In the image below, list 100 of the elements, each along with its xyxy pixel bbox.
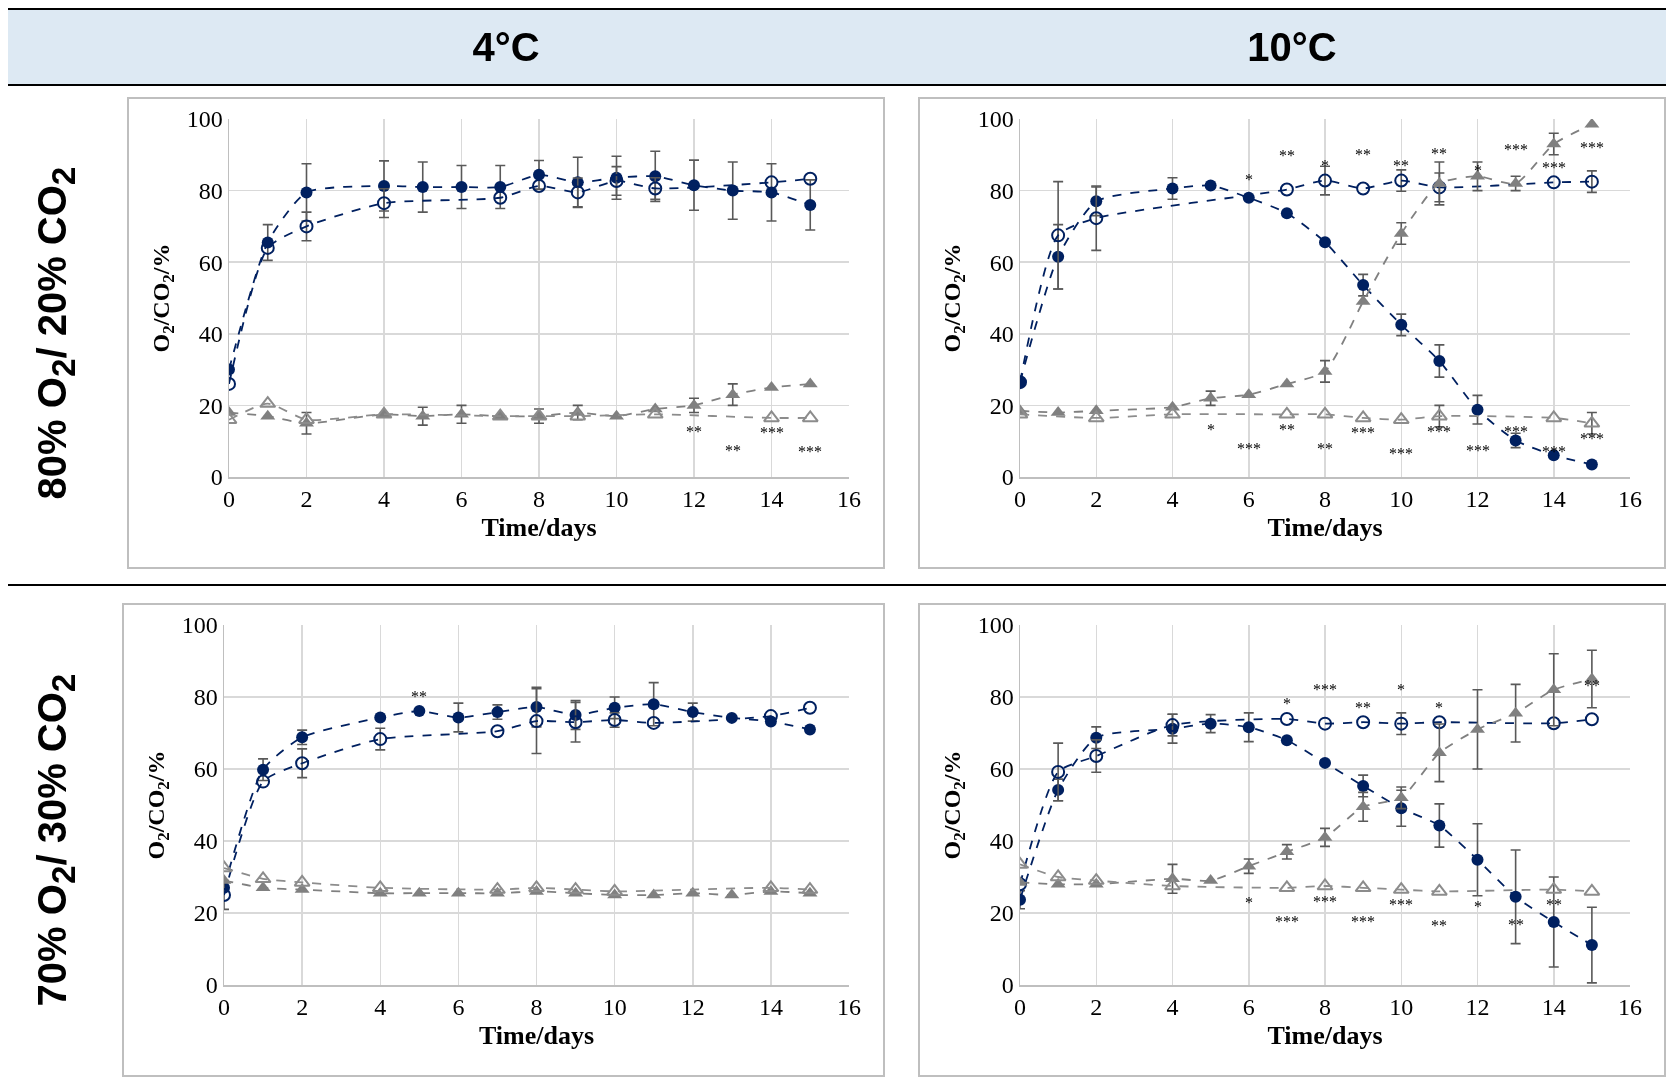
x-tick-label: 12 bbox=[1465, 486, 1490, 513]
x-tick-label: 2 bbox=[296, 994, 309, 1021]
annotation: *** bbox=[1504, 141, 1528, 158]
x-tick-label: 10 bbox=[602, 994, 627, 1021]
chart-title: 10°C bbox=[1246, 24, 1338, 71]
x-tick-label: 4 bbox=[1166, 994, 1179, 1021]
annotation: * bbox=[1397, 681, 1405, 698]
annotation: ** bbox=[1431, 917, 1447, 934]
x-axis-title: Time/days bbox=[1267, 1020, 1383, 1050]
annotation: * bbox=[1474, 898, 1482, 915]
x-axis-title: Time/days bbox=[481, 512, 597, 542]
y-tick-label: 100 bbox=[977, 612, 1014, 639]
y-tick-label: 0 bbox=[210, 464, 223, 491]
annotation: * bbox=[1435, 699, 1443, 716]
y-tick-label: 100 bbox=[181, 612, 218, 639]
x-tick-label: 8 bbox=[1319, 994, 1331, 1021]
annotation: ** bbox=[686, 423, 702, 440]
annotation: * bbox=[1321, 157, 1329, 174]
y-tick-label: 20 bbox=[193, 900, 218, 927]
annotation: ** bbox=[725, 442, 741, 459]
y-tick-label: 60 bbox=[198, 249, 223, 276]
annotation: * bbox=[1207, 421, 1215, 438]
x-tick-label: 14 bbox=[759, 486, 784, 513]
y-tick-label: 80 bbox=[989, 178, 1014, 204]
y-tick-label: 0 bbox=[1001, 464, 1014, 491]
x-tick-label: 4 bbox=[378, 486, 390, 513]
annotation: * bbox=[1474, 162, 1482, 179]
annotation: *** bbox=[1313, 681, 1337, 698]
x-tick-label: 10 bbox=[604, 486, 629, 513]
x-tick-label: 10 bbox=[1389, 994, 1414, 1021]
x-tick-label: 16 bbox=[837, 994, 861, 1021]
y-tick-label: 80 bbox=[193, 684, 218, 711]
annotation: *** bbox=[1389, 445, 1413, 462]
x-tick-label: 6 bbox=[1242, 486, 1255, 513]
annotation: *** bbox=[760, 424, 784, 441]
annotation: *** bbox=[798, 443, 822, 460]
annotation: *** bbox=[1504, 423, 1528, 440]
annotation: ** bbox=[1355, 146, 1371, 163]
annotation: *** bbox=[1237, 440, 1261, 457]
x-tick-label: 6 bbox=[452, 994, 465, 1021]
annotation: * bbox=[1283, 695, 1291, 712]
y-tick-label: 80 bbox=[198, 178, 223, 204]
y-tick-label: 40 bbox=[198, 321, 223, 348]
annotation: ** bbox=[1279, 147, 1295, 164]
x-tick-label: 16 bbox=[1618, 994, 1642, 1021]
x-tick-label: 10 bbox=[1389, 486, 1414, 513]
x-tick-label: 6 bbox=[455, 486, 468, 513]
annotation: *** bbox=[1351, 913, 1375, 930]
annotation: ** bbox=[411, 688, 427, 705]
annotation: ** bbox=[1431, 145, 1447, 162]
x-tick-label: 12 bbox=[1465, 994, 1490, 1021]
y-tick-label: 60 bbox=[989, 249, 1014, 276]
y-tick-label: 100 bbox=[186, 106, 223, 133]
x-tick-label: 6 bbox=[1242, 994, 1255, 1021]
y-tick-label: 40 bbox=[193, 828, 218, 855]
annotation: *** bbox=[1427, 423, 1451, 440]
y-tick-label: 80 bbox=[989, 684, 1014, 711]
y-tick-label: 0 bbox=[205, 972, 218, 999]
y-tick-label: 60 bbox=[989, 756, 1014, 783]
x-tick-label: 12 bbox=[682, 486, 706, 513]
y-tick-label: 60 bbox=[193, 756, 218, 783]
x-tick-label: 16 bbox=[1618, 486, 1642, 513]
annotation: *** bbox=[1275, 913, 1299, 930]
annotation: * bbox=[1245, 171, 1253, 188]
y-tick-label: 0 bbox=[1001, 972, 1014, 999]
annotation: *** bbox=[1542, 443, 1566, 460]
annotation: *** bbox=[1313, 893, 1337, 910]
annotation: *** bbox=[1351, 424, 1375, 441]
x-tick-label: 14 bbox=[758, 994, 783, 1021]
annotation: *** bbox=[1580, 430, 1604, 447]
y-tick-label: 20 bbox=[989, 900, 1014, 927]
x-tick-label: 2 bbox=[1090, 486, 1103, 513]
y-tick-label: 100 bbox=[977, 106, 1014, 133]
y-tick-label: 20 bbox=[989, 392, 1014, 419]
x-tick-label: 16 bbox=[837, 486, 861, 513]
x-tick-label: 14 bbox=[1541, 486, 1566, 513]
annotation: ** bbox=[1279, 421, 1295, 438]
x-tick-label: 12 bbox=[680, 994, 705, 1021]
x-tick-label: 8 bbox=[530, 994, 543, 1021]
x-tick-label: 4 bbox=[374, 994, 387, 1021]
annotation: ** bbox=[1355, 699, 1371, 716]
x-tick-label: 14 bbox=[1541, 994, 1566, 1021]
annotation: ** bbox=[1317, 440, 1333, 457]
y-tick-label: 40 bbox=[989, 828, 1014, 855]
annotation: ** bbox=[1393, 157, 1409, 174]
x-tick-label: 8 bbox=[533, 486, 545, 513]
x-tick-label: 2 bbox=[1090, 994, 1103, 1021]
x-axis-title: Time/days bbox=[478, 1020, 595, 1050]
x-tick-label: 4 bbox=[1166, 486, 1179, 513]
annotation: *** bbox=[1389, 896, 1413, 913]
x-tick-label: 8 bbox=[1319, 486, 1331, 513]
x-tick-label: 2 bbox=[300, 486, 313, 513]
annotation: *** bbox=[1542, 159, 1566, 176]
y-tick-label: 20 bbox=[198, 392, 223, 419]
x-axis-title: Time/days bbox=[1267, 512, 1383, 542]
annotation: *** bbox=[1466, 442, 1490, 459]
annotation: * bbox=[1245, 894, 1253, 911]
y-tick-label: 40 bbox=[989, 321, 1014, 348]
annotation: *** bbox=[1580, 139, 1604, 156]
chart-title: 4°C bbox=[471, 24, 541, 71]
